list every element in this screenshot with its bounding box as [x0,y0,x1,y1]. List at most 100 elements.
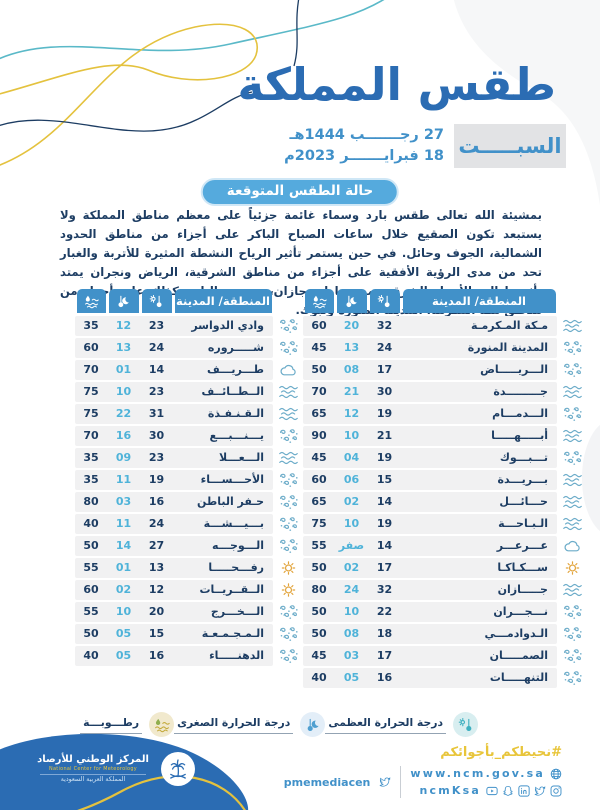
min-temp-cell: 13 [115,341,132,354]
moon-thermometer-icon [108,289,139,313]
max-temp-cell: 14 [148,363,165,376]
city-cell: نـــجـــران [493,605,548,618]
table-row: 75 10 19 الـبـاحـــة [303,514,585,534]
min-temp-cell: 06 [343,473,360,486]
humidity-cell: 45 [311,649,327,662]
min-temp-cell: 10 [343,605,360,618]
table-row: 65 12 19 الـــدمـــام [303,404,585,424]
min-temp-cell: 03 [343,649,360,662]
max-temp-cell: 12 [148,583,165,596]
dust-weather-icon [275,428,301,444]
dust-weather-icon [559,406,585,422]
city-cell: تـــبـــوك [499,451,548,464]
twitter-handle[interactable]: pmemediacen [283,775,371,789]
humidity-cell: 55 [311,539,327,552]
city-cell: الـبـاحـــة [498,517,548,530]
region-city-header: المنطقة/ المدينة [176,294,270,308]
region-city-header: المنطقة/ المدينة [432,294,526,308]
city-cell: جـــــازان [497,583,548,596]
table-row: 45 03 17 الصمـــــان [303,646,585,666]
max-temp-cell: 20 [148,605,165,618]
min-temp-cell: 10 [343,429,360,442]
social-block: pmemediacen www.ncm.gov.sa ncmKsa [284,766,562,798]
humidity-cell: 55 [83,561,99,574]
min-temp-cell: 05 [115,649,132,662]
humidity-waves-icon [304,289,334,313]
table-row: 40 05 16 التنهـــــات [303,668,585,688]
min-temp-cell: 14 [115,539,132,552]
max-temp-cell: 30 [148,429,165,442]
max-temp-cell: 17 [376,561,393,574]
haze-weather-icon [559,516,585,532]
max-temp-cell: 19 [376,451,393,464]
dust-weather-icon [559,626,585,642]
website-url[interactable]: www.ncm.gov.sa [410,767,545,780]
min-temp-cell: 09 [115,451,132,464]
city-cell: بـــيـــشـــة [203,517,264,530]
table-row: 40 05 16 الدهنـــــاء [75,646,301,666]
humidity-cell: 55 [83,605,99,618]
table-row: 50 02 17 ســـكـاكـا [303,558,585,578]
dust-weather-icon [275,318,301,334]
city-cell: الــطــائــف [201,385,264,398]
city-cell: الأحـــســـاء [200,473,264,486]
max-temp-cell: 27 [148,539,165,552]
table-row: 80 03 16 حـفر الباطن [75,492,301,512]
palm-emblem-icon [161,752,195,786]
humidity-cell: 40 [83,517,99,530]
haze-weather-icon [559,494,585,510]
humidity-cell: 50 [311,605,327,618]
haze-weather-icon [275,450,301,466]
table-row: 60 13 24 شـــــروره [75,338,301,358]
humidity-cell: 35 [83,473,99,486]
humidity-cell: 60 [83,583,99,596]
haze-weather-icon [559,318,585,334]
city-cell: مـكة المـكرمـة [471,319,548,332]
city-cell: الـمـجـمـعـة [201,627,264,640]
gregorian-date: 18 فبرايـــــــر 2023م [284,148,444,164]
legend-min-temp: درجة الحرارة الصغرى [174,712,326,737]
cloud-weather-icon [275,362,301,378]
max-temp-cell: 14 [376,539,393,552]
table-row: 70 21 30 جـــــــــدة [303,382,585,402]
table-row: 55 صفر 14 عـــرعـــر [303,536,585,556]
moon-thermometer-icon [336,289,367,313]
max-temp-cell: 23 [148,451,165,464]
social-handle[interactable]: ncmKsa [419,784,481,797]
min-temp-cell: 12 [115,319,132,332]
max-temp-cell: 21 [376,429,393,442]
city-cell: وادي الدواسر [191,319,264,332]
legend-humidity: رطـــوبـــة [80,712,175,737]
dust-weather-icon [275,626,301,642]
city-cell: الـــعـــلا [218,451,264,464]
table-row: 60 06 15 بـــريـــدة [303,470,585,490]
haze-weather-icon [559,582,585,598]
max-temp-cell: 17 [376,363,393,376]
weekday-box: السبـــــت [454,124,566,168]
table-row: 60 02 12 الــقــريــات [75,580,301,600]
humidity-cell: 75 [83,385,99,398]
max-temp-cell: 19 [148,473,165,486]
weather-table-left: المنطقة/ المدينة 35 12 23 وادي الدواسر 60 13 2… [75,289,301,668]
table-row: 50 08 17 الـــريـــــاض [303,360,585,380]
city-cell: الـــدمـــام [492,407,548,420]
min-temp-cell: 02 [115,583,132,596]
logo-name-english: National Center for Meteorology [49,766,137,772]
min-temp-cell: 01 [115,561,132,574]
humidity-cell: 50 [83,539,99,552]
table-row: 70 16 30 يـــنـــبـــع [75,426,301,446]
max-temp-cell: 15 [376,473,393,486]
table-row: 45 13 24 المدينة المنورة [303,338,585,358]
city-cell: الــقــريــات [199,583,264,596]
city-cell: الـدوادمـــي [484,627,549,640]
dust-weather-icon [275,472,301,488]
sun-weather-icon [275,560,301,576]
min-temp-cell: 11 [115,473,132,486]
humidity-cell: 80 [311,583,327,596]
humidity-cell: 35 [83,319,99,332]
table-row: 70 01 14 طـــريـــف [75,360,301,380]
city-cell: الـقـنـفـذة [207,407,264,420]
city-cell: الصمـــــان [489,649,548,662]
table-row: 75 10 23 الــطــائــف [75,382,301,402]
dust-weather-icon [275,494,301,510]
